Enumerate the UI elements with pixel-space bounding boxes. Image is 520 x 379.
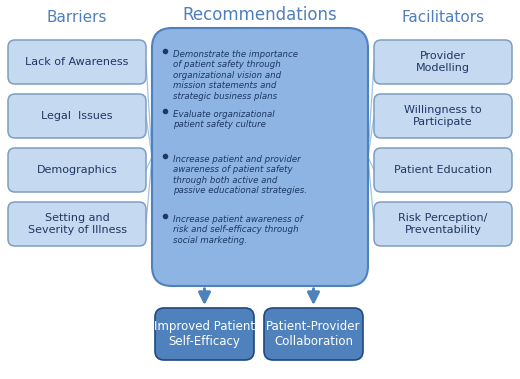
FancyBboxPatch shape	[374, 202, 512, 246]
Text: Provider
Modelling: Provider Modelling	[416, 51, 470, 73]
Text: Demonstrate the importance
of patient safety through
organizational vision and
m: Demonstrate the importance of patient sa…	[173, 50, 298, 100]
FancyBboxPatch shape	[8, 148, 146, 192]
Text: Willingness to
Participate: Willingness to Participate	[404, 105, 482, 127]
FancyBboxPatch shape	[152, 28, 368, 286]
Text: Improved Patient
Self-Efficacy: Improved Patient Self-Efficacy	[154, 320, 255, 348]
FancyBboxPatch shape	[374, 94, 512, 138]
FancyBboxPatch shape	[374, 148, 512, 192]
FancyBboxPatch shape	[8, 94, 146, 138]
Text: Demographics: Demographics	[36, 165, 118, 175]
Text: Recommendations: Recommendations	[183, 6, 337, 24]
FancyBboxPatch shape	[264, 308, 363, 360]
Text: Risk Perception/
Preventability: Risk Perception/ Preventability	[398, 213, 488, 235]
Text: Lack of Awareness: Lack of Awareness	[25, 57, 128, 67]
FancyBboxPatch shape	[8, 202, 146, 246]
Text: Evaluate organizational
patient safety culture: Evaluate organizational patient safety c…	[173, 110, 275, 129]
Text: Increase patient awareness of
risk and self-efficacy through
social marketing.: Increase patient awareness of risk and s…	[173, 215, 303, 245]
Text: Legal  Issues: Legal Issues	[41, 111, 113, 121]
FancyBboxPatch shape	[8, 40, 146, 84]
Text: Increase patient and provider
awareness of patient safety
through both active an: Increase patient and provider awareness …	[173, 155, 307, 195]
Text: Barriers: Barriers	[47, 11, 107, 25]
Text: Setting and
Severity of Illness: Setting and Severity of Illness	[28, 213, 126, 235]
FancyBboxPatch shape	[374, 40, 512, 84]
Text: Patient-Provider
Collaboration: Patient-Provider Collaboration	[266, 320, 361, 348]
FancyBboxPatch shape	[155, 308, 254, 360]
Text: Patient Education: Patient Education	[394, 165, 492, 175]
Text: Facilitators: Facilitators	[401, 11, 485, 25]
